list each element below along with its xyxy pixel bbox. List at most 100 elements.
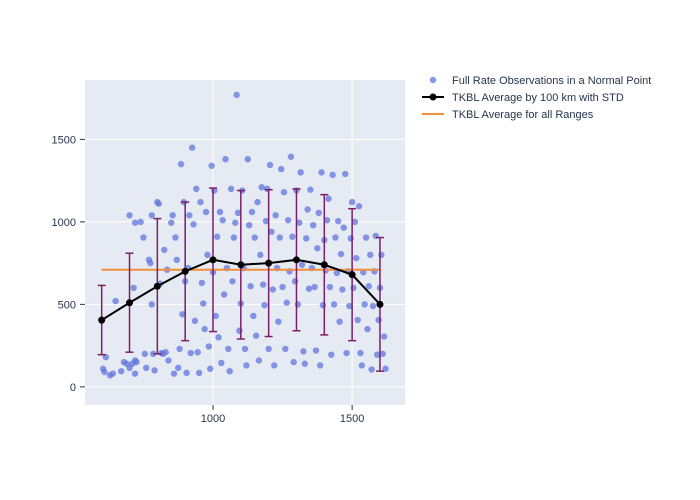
scatter-point bbox=[228, 186, 234, 192]
scatter-point bbox=[132, 220, 138, 226]
scatter-point bbox=[201, 326, 207, 332]
scatter-point bbox=[361, 301, 367, 307]
scatter-point bbox=[282, 346, 288, 352]
y-tick-label: 0 bbox=[70, 382, 76, 394]
scatter-point bbox=[370, 303, 376, 309]
scatter-point bbox=[110, 370, 116, 376]
scatter-point bbox=[302, 361, 308, 367]
scatter-point bbox=[243, 362, 249, 368]
x-tick-label: 1500 bbox=[340, 413, 364, 425]
scatter-point bbox=[252, 234, 258, 240]
scatter-point bbox=[339, 286, 345, 292]
binned-avg-marker bbox=[293, 256, 300, 263]
scatter-point bbox=[284, 300, 290, 306]
scatter-point bbox=[317, 362, 323, 368]
scatter-point bbox=[225, 346, 231, 352]
scatter-point bbox=[149, 212, 155, 218]
scatter-point bbox=[130, 285, 136, 291]
scatter-point bbox=[249, 209, 255, 215]
scatter-point bbox=[277, 234, 283, 240]
scatter-point bbox=[206, 343, 212, 349]
scatter-point bbox=[200, 300, 206, 306]
scatter-point bbox=[313, 347, 319, 353]
scatter-point bbox=[208, 163, 214, 169]
scatter-point bbox=[381, 333, 387, 339]
scatter-point bbox=[236, 328, 242, 334]
binned-avg-marker bbox=[154, 283, 161, 290]
scatter-point bbox=[257, 252, 263, 258]
scatter-point bbox=[147, 260, 153, 266]
observations-chart: 10001500050010001500Full Rate Observatio… bbox=[0, 0, 700, 500]
scatter-point bbox=[254, 199, 260, 205]
scatter-point bbox=[258, 184, 264, 190]
legend-marker-scatter bbox=[430, 77, 436, 83]
scatter-point bbox=[348, 235, 354, 241]
binned-avg-marker bbox=[98, 317, 105, 324]
scatter-point bbox=[196, 370, 202, 376]
scatter-point bbox=[265, 346, 271, 352]
binned-avg-marker bbox=[321, 261, 328, 268]
binned-avg-marker bbox=[237, 261, 244, 268]
scatter-point bbox=[260, 281, 266, 287]
scatter-point bbox=[231, 234, 237, 240]
scatter-point bbox=[132, 370, 138, 376]
scatter-point bbox=[253, 333, 259, 339]
scatter-point bbox=[214, 234, 220, 240]
scatter-point bbox=[278, 166, 284, 172]
scatter-point bbox=[341, 224, 347, 230]
scatter-point bbox=[221, 291, 227, 297]
scatter-point bbox=[270, 286, 276, 292]
scatter-point bbox=[331, 301, 337, 307]
scatter-point bbox=[366, 283, 372, 289]
scatter-point bbox=[161, 247, 167, 253]
scatter-point bbox=[199, 280, 205, 286]
scatter-point bbox=[375, 317, 381, 323]
scatter-point bbox=[285, 217, 291, 223]
scatter-point bbox=[332, 234, 338, 240]
scatter-point bbox=[267, 162, 273, 168]
scatter-point bbox=[207, 366, 213, 372]
scatter-point bbox=[264, 186, 270, 192]
binned-avg-marker bbox=[126, 299, 133, 306]
scatter-point bbox=[250, 313, 256, 319]
scatter-point bbox=[311, 284, 317, 290]
scatter-point bbox=[279, 284, 285, 290]
scatter-point bbox=[174, 257, 180, 263]
scatter-point bbox=[171, 370, 177, 376]
scatter-point bbox=[368, 366, 374, 372]
scatter-point bbox=[190, 221, 196, 227]
scatter-point bbox=[306, 285, 312, 291]
scatter-point bbox=[175, 365, 181, 371]
scatter-point bbox=[215, 334, 221, 340]
scatter-point bbox=[176, 346, 182, 352]
scatter-point bbox=[218, 360, 224, 366]
scatter-point bbox=[364, 326, 370, 332]
scatter-point bbox=[356, 203, 362, 209]
scatter-point bbox=[281, 189, 287, 195]
scatter-point bbox=[169, 212, 175, 218]
scatter-point bbox=[329, 172, 335, 178]
scatter-point bbox=[363, 234, 369, 240]
binned-avg-marker bbox=[182, 268, 189, 275]
scatter-point bbox=[359, 362, 365, 368]
scatter-point bbox=[217, 209, 223, 215]
scatter-point bbox=[256, 357, 262, 363]
scatter-point bbox=[137, 219, 143, 225]
scatter-point bbox=[193, 186, 199, 192]
legend-label: TKBL Average for all Ranges bbox=[452, 109, 594, 121]
scatter-point bbox=[343, 350, 349, 356]
scatter-point bbox=[101, 369, 107, 375]
scatter-point bbox=[194, 349, 200, 355]
scatter-point bbox=[357, 350, 363, 356]
scatter-point bbox=[172, 234, 178, 240]
scatter-point bbox=[304, 206, 310, 212]
scatter-point bbox=[188, 350, 194, 356]
scatter-point bbox=[133, 359, 139, 365]
scatter-point bbox=[354, 317, 360, 323]
scatter-point bbox=[203, 209, 209, 215]
binned-avg-marker bbox=[376, 301, 383, 308]
scatter-point bbox=[178, 161, 184, 167]
scatter-point bbox=[149, 301, 155, 307]
scatter-point bbox=[222, 156, 228, 162]
scatter-point bbox=[316, 210, 322, 216]
